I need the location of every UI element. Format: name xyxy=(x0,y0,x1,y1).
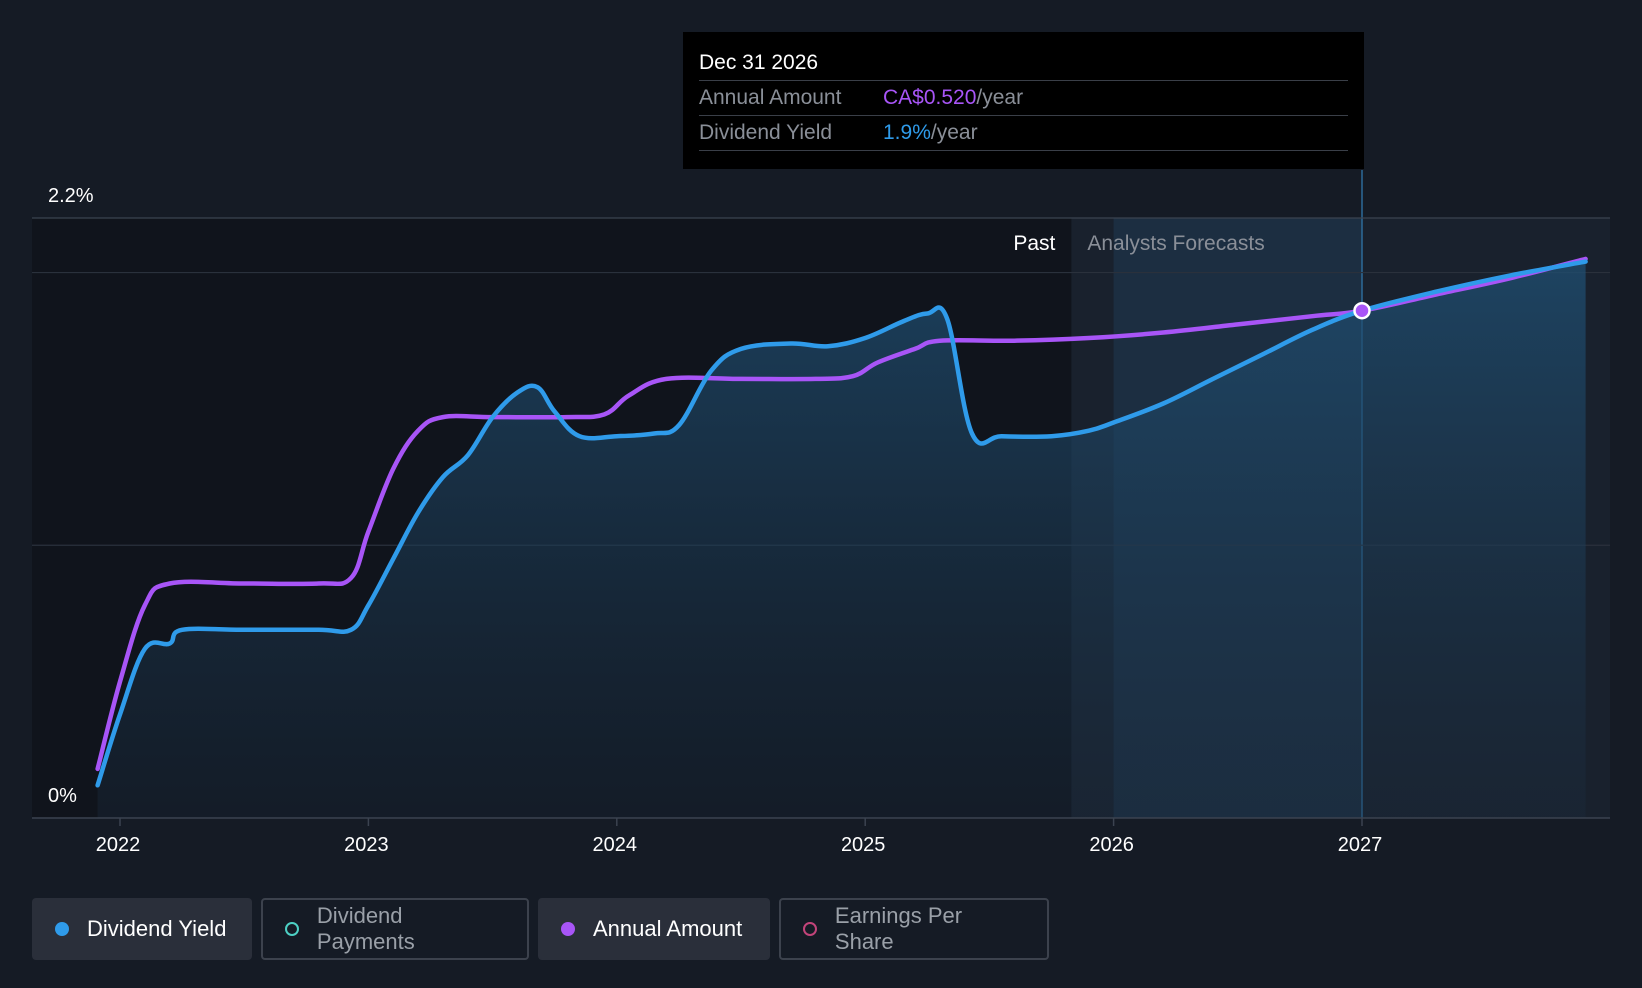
dividend-payments-ring-icon xyxy=(285,922,299,936)
past-label: Past xyxy=(1013,232,1055,255)
legend-dividend-payments-button[interactable]: Dividend Payments xyxy=(261,898,529,960)
legend-earnings-per-share-label: Earnings Per Share xyxy=(834,903,963,954)
forecast-label: Analysts Forecasts xyxy=(1087,232,1264,255)
tooltip-date: Dec 31 2026 xyxy=(699,46,1348,81)
legend-dividend-yield-button[interactable]: Dividend Yield xyxy=(32,898,252,960)
tooltip-yield-suffix: /year xyxy=(930,121,978,144)
annual-amount-line xyxy=(95,256,1588,772)
x-tick-label: 2022 xyxy=(96,834,141,856)
dividend-yield-line xyxy=(95,259,1588,788)
earnings-per-share-ring-icon xyxy=(803,922,817,936)
legend-dividend-payments-label: Dividend Payments xyxy=(316,903,415,954)
annual-amount-dot-icon xyxy=(561,922,575,936)
tooltip-annual-row: Annual Amount CA$0.520 /year xyxy=(699,81,1348,116)
tooltip-yield-value: 1.9% xyxy=(883,121,931,144)
x-tick-label: 2025 xyxy=(841,834,886,856)
hover-marker xyxy=(1353,301,1371,320)
dividend-yield-dot-icon xyxy=(55,922,69,936)
y-tick-zero-label: 0% xyxy=(48,785,77,807)
x-tick-label: 2023 xyxy=(344,834,389,856)
legend-dividend-yield-label: Dividend Yield xyxy=(87,916,227,941)
tooltip-yield-row: Dividend Yield 1.9% /year xyxy=(699,116,1348,151)
tooltip-annual-value: CA$0.520 xyxy=(883,86,977,109)
x-tick-label: 2027 xyxy=(1338,834,1383,856)
legend-annual-amount-label: Annual Amount xyxy=(593,916,743,941)
dividend-yield-area xyxy=(97,261,1586,819)
y-tick-max-label: 2.2% xyxy=(48,185,94,207)
legend-earnings-per-share-button[interactable]: Earnings Per Share xyxy=(779,898,1049,960)
x-tick-label: 2026 xyxy=(1089,834,1134,856)
legend: Dividend Yield Dividend Payments Annual … xyxy=(32,898,1049,960)
legend-annual-amount-button[interactable]: Annual Amount xyxy=(538,898,770,960)
tooltip: Dec 31 2026 Annual Amount CA$0.520 /year… xyxy=(683,32,1364,169)
x-tick-label: 2024 xyxy=(593,834,638,856)
tooltip-annual-label: Annual Amount xyxy=(699,86,842,109)
tooltip-yield-label: Dividend Yield xyxy=(699,121,833,144)
tooltip-annual-suffix: /year xyxy=(976,86,1024,109)
